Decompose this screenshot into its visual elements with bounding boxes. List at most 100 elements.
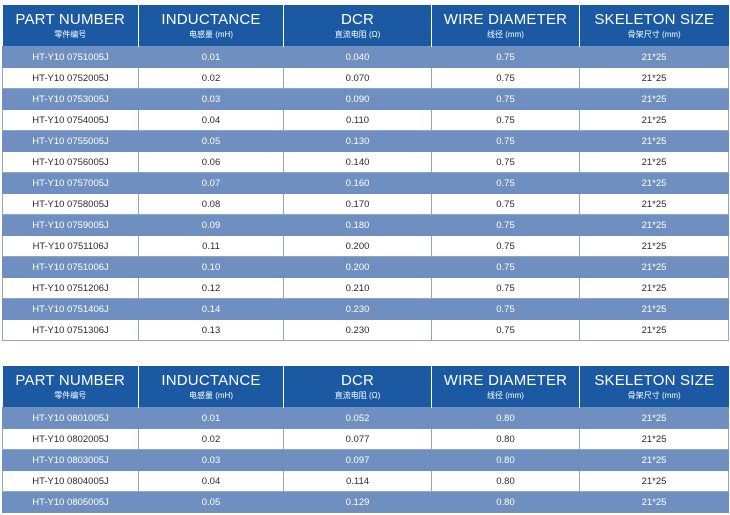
table-header-row: PART NUMBER 零件编号 INDUCTANCE 电感量 (mH) DCR 直流… <box>2 5 729 47</box>
cell-wire-diameter: 0.75 <box>431 319 580 341</box>
header-inductance: INDUCTANCE 电感量 (mH) <box>138 366 284 408</box>
cell-skeleton-size: 21*25 <box>579 277 729 299</box>
cell-skeleton-size: 21*25 <box>579 214 729 236</box>
cell-wire-diameter: 0.75 <box>431 88 580 110</box>
cell-dcr: 0.070 <box>283 67 432 89</box>
cell-part-number: HT-Y10 0804005J <box>2 470 139 492</box>
cell-wire-diameter: 0.80 <box>431 449 580 471</box>
cell-skeleton-size: 21*25 <box>579 235 729 257</box>
cell-part-number: HT-Y10 0751106J <box>2 235 139 257</box>
cell-wire-diameter: 0.75 <box>431 130 580 152</box>
cell-dcr: 0.180 <box>283 214 432 236</box>
table-row: HT-Y10 0803005J 0.03 0.097 0.80 21*25 <box>2 449 729 471</box>
cell-skeleton-size: 21*25 <box>579 319 729 341</box>
cell-dcr: 0.090 <box>283 88 432 110</box>
cell-inductance: 0.13 <box>138 319 284 341</box>
cell-inductance: 0.14 <box>138 298 284 320</box>
cell-dcr: 0.129 <box>283 491 432 513</box>
cell-part-number: HT-Y10 0756005J <box>2 151 139 173</box>
header-part-number: PART NUMBER 零件编号 <box>2 5 139 47</box>
cell-part-number: HT-Y10 0752005J <box>2 67 139 89</box>
cell-skeleton-size: 21*25 <box>579 470 729 492</box>
cell-dcr: 0.140 <box>283 151 432 173</box>
cell-part-number: HT-Y10 0803005J <box>2 449 139 471</box>
cell-skeleton-size: 21*25 <box>579 109 729 131</box>
table-row: HT-Y10 0751006J 0.10 0.200 0.75 21*25 <box>2 256 729 278</box>
cell-part-number: HT-Y10 0757005J <box>2 172 139 194</box>
header-dcr: DCR 直流电阻 (Ω) <box>283 5 432 47</box>
cell-dcr: 0.200 <box>283 235 432 257</box>
cell-dcr: 0.110 <box>283 109 432 131</box>
cell-part-number: HT-Y10 0754005J <box>2 109 139 131</box>
table-row: HT-Y10 0751005J 0.01 0.040 0.75 21*25 <box>2 46 729 68</box>
cell-skeleton-size: 21*25 <box>579 151 729 173</box>
table-row: HT-Y10 0757005J 0.07 0.160 0.75 21*25 <box>2 172 729 194</box>
table-row: HT-Y10 0756005J 0.06 0.140 0.75 21*25 <box>2 151 729 173</box>
table-row: HT-Y10 0752005J 0.02 0.070 0.75 21*25 <box>2 67 729 89</box>
cell-inductance: 0.08 <box>138 193 284 215</box>
cell-dcr: 0.230 <box>283 319 432 341</box>
cell-dcr: 0.052 <box>283 407 432 429</box>
cell-wire-diameter: 0.75 <box>431 46 580 68</box>
cell-dcr: 0.200 <box>283 256 432 278</box>
cell-inductance: 0.03 <box>138 449 284 471</box>
cell-wire-diameter: 0.75 <box>431 214 580 236</box>
cell-part-number: HT-Y10 0805005J <box>2 491 139 513</box>
table-row: HT-Y10 0755005J 0.05 0.130 0.75 21*25 <box>2 130 729 152</box>
cell-skeleton-size: 21*25 <box>579 298 729 320</box>
cell-wire-diameter: 0.80 <box>431 407 580 429</box>
cell-wire-diameter: 0.75 <box>431 193 580 215</box>
header-wire-diameter: WIRE DIAMETER 线径 (mm) <box>431 5 580 47</box>
table-row: HT-Y10 0754005J 0.04 0.110 0.75 21*25 <box>2 109 729 131</box>
cell-skeleton-size: 21*25 <box>579 256 729 278</box>
cell-wire-diameter: 0.75 <box>431 172 580 194</box>
table-row: HT-Y10 0758005J 0.08 0.170 0.75 21*25 <box>2 193 729 215</box>
cell-skeleton-size: 21*25 <box>579 88 729 110</box>
cell-wire-diameter: 0.75 <box>431 256 580 278</box>
cell-wire-diameter: 0.80 <box>431 428 580 450</box>
table-row: HT-Y10 0802005J 0.02 0.077 0.80 21*25 <box>2 428 729 450</box>
cell-skeleton-size: 21*25 <box>579 449 729 471</box>
cell-wire-diameter: 0.75 <box>431 109 580 131</box>
cell-skeleton-size: 21*25 <box>579 130 729 152</box>
cell-skeleton-size: 21*25 <box>579 491 729 513</box>
cell-part-number: HT-Y10 0758005J <box>2 193 139 215</box>
cell-dcr: 0.210 <box>283 277 432 299</box>
cell-dcr: 0.160 <box>283 172 432 194</box>
cell-wire-diameter: 0.80 <box>431 491 580 513</box>
inductor-spec-table-080: PART NUMBER 零件编号 INDUCTANCE 电感量 (mH) DCR 直流… <box>2 366 729 513</box>
cell-inductance: 0.05 <box>138 130 284 152</box>
cell-inductance: 0.04 <box>138 470 284 492</box>
cell-dcr: 0.170 <box>283 193 432 215</box>
cell-dcr: 0.114 <box>283 470 432 492</box>
table-row: HT-Y10 0751106J 0.11 0.200 0.75 21*25 <box>2 235 729 257</box>
cell-wire-diameter: 0.80 <box>431 470 580 492</box>
cell-inductance: 0.01 <box>138 407 284 429</box>
header-part-number: PART NUMBER 零件编号 <box>2 366 139 408</box>
cell-inductance: 0.02 <box>138 67 284 89</box>
cell-part-number: HT-Y10 0751206J <box>2 277 139 299</box>
cell-skeleton-size: 21*25 <box>579 428 729 450</box>
cell-inductance: 0.11 <box>138 235 284 257</box>
cell-inductance: 0.02 <box>138 428 284 450</box>
cell-dcr: 0.077 <box>283 428 432 450</box>
cell-part-number: HT-Y10 0802005J <box>2 428 139 450</box>
cell-inductance: 0.07 <box>138 172 284 194</box>
header-skeleton-size: SKELETON SIZE 骨架尺寸 (mm) <box>579 366 729 408</box>
cell-wire-diameter: 0.75 <box>431 151 580 173</box>
inductor-spec-table-075: PART NUMBER 零件编号 INDUCTANCE 电感量 (mH) DCR 直流… <box>2 5 729 341</box>
table-row: HT-Y10 0751406J 0.14 0.230 0.75 21*25 <box>2 298 729 320</box>
cell-inductance: 0.04 <box>138 109 284 131</box>
cell-inductance: 0.01 <box>138 46 284 68</box>
cell-skeleton-size: 21*25 <box>579 172 729 194</box>
table-row: HT-Y10 0753005J 0.03 0.090 0.75 21*25 <box>2 88 729 110</box>
cell-wire-diameter: 0.75 <box>431 298 580 320</box>
cell-inductance: 0.10 <box>138 256 284 278</box>
cell-dcr: 0.130 <box>283 130 432 152</box>
table-row: HT-Y10 0751206J 0.12 0.210 0.75 21*25 <box>2 277 729 299</box>
header-skeleton-size: SKELETON SIZE 骨架尺寸 (mm) <box>579 5 729 47</box>
cell-part-number: HT-Y10 0751005J <box>2 46 139 68</box>
cell-part-number: HT-Y10 0801005J <box>2 407 139 429</box>
cell-part-number: HT-Y10 0751406J <box>2 298 139 320</box>
cell-inductance: 0.09 <box>138 214 284 236</box>
